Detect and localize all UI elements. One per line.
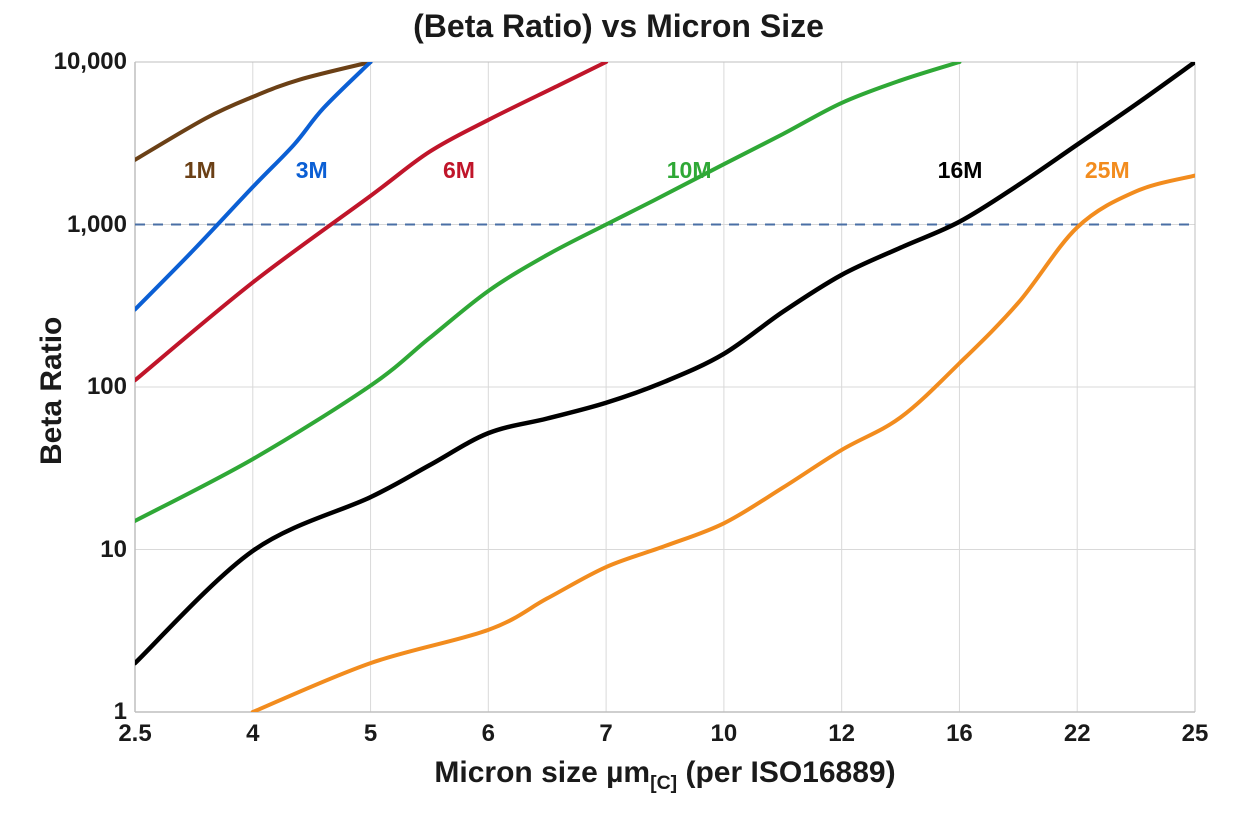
x-tick-label: 4: [223, 720, 283, 748]
x-tick-label: 10: [694, 720, 754, 748]
series-label-25M: 25M: [1085, 157, 1130, 184]
series-label-1M: 1M: [184, 157, 216, 184]
x-tick-label: 7: [576, 720, 636, 748]
chart-container: (Beta Ratio) vs Micron Size Beta Ratio M…: [0, 0, 1237, 819]
chart-plot-area: [0, 0, 1237, 819]
y-tick-label: 10,000: [54, 48, 127, 76]
series-label-10M: 10M: [667, 157, 712, 184]
x-tick-label: 22: [1047, 720, 1107, 748]
series-label-3M: 3M: [296, 157, 328, 184]
x-tick-label: 16: [929, 720, 989, 748]
y-tick-label: 1,000: [67, 211, 127, 239]
series-label-6M: 6M: [443, 157, 475, 184]
x-tick-label: 25: [1165, 720, 1225, 748]
y-tick-label: 100: [87, 373, 127, 401]
y-tick-label: 10: [100, 536, 127, 564]
y-tick-label: 1: [114, 698, 127, 726]
x-tick-label: 5: [341, 720, 401, 748]
x-tick-label: 6: [458, 720, 518, 748]
series-label-16M: 16M: [938, 157, 983, 184]
x-tick-label: 12: [812, 720, 872, 748]
